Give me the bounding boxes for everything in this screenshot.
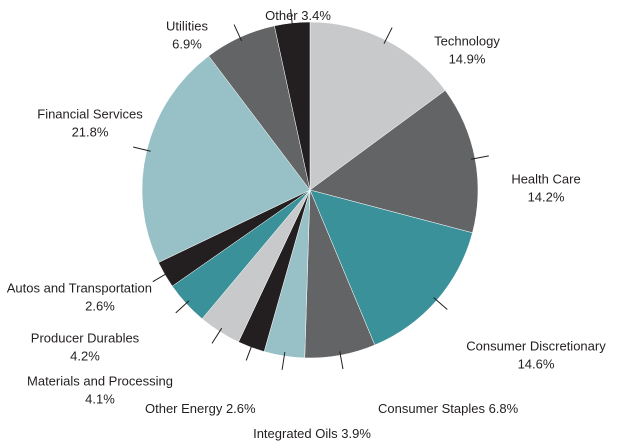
leader-line <box>281 351 286 370</box>
category-label: Utilities <box>166 18 208 33</box>
leader-line <box>245 343 253 361</box>
leader-line <box>339 351 344 370</box>
leader-line <box>152 272 169 283</box>
leader-line <box>211 327 223 344</box>
value-label: 6.9% <box>172 36 202 51</box>
category-label: Integrated Oils <box>253 426 338 441</box>
category-label: Materials and Processing <box>27 373 173 388</box>
category-label: Consumer Staples <box>378 401 485 416</box>
value-label: 14.6% <box>518 356 555 371</box>
leader-line <box>471 155 489 160</box>
slice-label: Integrated Oils 3.9% <box>253 426 371 441</box>
slice-label: Other Energy 2.6% <box>145 401 256 416</box>
value-label: 6.8% <box>489 401 519 416</box>
category-label: Autos and Transportation <box>7 280 152 295</box>
category-label: Consumer Discretionary <box>466 338 606 353</box>
leader-line <box>175 300 190 314</box>
category-label: Other <box>265 8 298 23</box>
leader-line <box>433 297 448 310</box>
slice-label: Consumer Staples 6.8% <box>378 401 519 416</box>
value-label: 14.2% <box>528 189 565 204</box>
value-label: 4.2% <box>70 348 100 363</box>
value-label: 21.8% <box>72 124 109 139</box>
category-label: Producer Durables <box>31 330 140 345</box>
leader-line <box>233 24 243 42</box>
value-label: 3.9% <box>341 426 371 441</box>
category-label: Health Care <box>511 171 580 186</box>
slice-label: Other 3.4% <box>265 8 331 23</box>
value-label: 2.6% <box>226 401 256 416</box>
value-label: 14.9% <box>449 51 486 66</box>
value-label: 2.6% <box>85 298 115 313</box>
category-label: Technology <box>434 33 500 48</box>
value-label: 3.4% <box>301 8 331 23</box>
leader-line <box>133 146 151 152</box>
leader-line <box>290 8 294 27</box>
category-label: Financial Services <box>37 106 143 121</box>
value-label: 4.1% <box>85 391 115 406</box>
category-label: Other Energy <box>145 401 223 416</box>
leader-line <box>383 27 393 44</box>
